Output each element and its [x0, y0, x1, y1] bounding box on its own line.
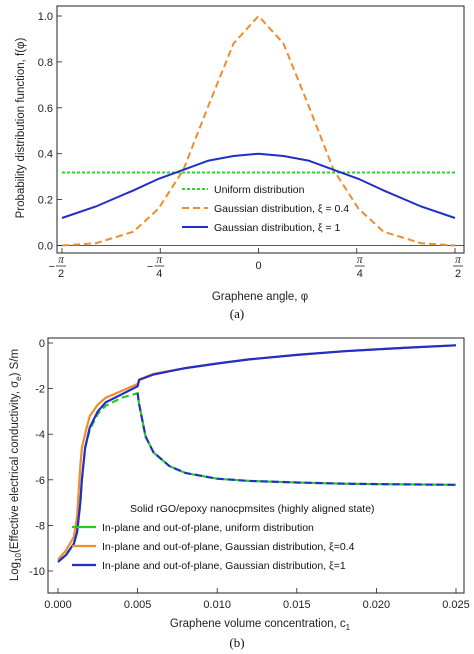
chart-b-ylabel: Log10(Effective electrical conductivity,… [9, 349, 23, 581]
chart-b-x-tick-label: 0.020 [363, 599, 391, 611]
chart-b-y-tick-label: -2 [35, 384, 45, 396]
chart-b-legend: Solid rGO/epoxy nanocpmsites (highly ali… [72, 503, 375, 572]
chart-a-legend: Uniform distribution Gaussian distributio… [182, 184, 349, 234]
chart-b-frame [47, 337, 465, 594]
chart-a-x-tick-denominator: 2 [455, 268, 461, 280]
chart-b-y-tick-label: 0 [39, 338, 45, 350]
chart-a-x-tick-numerator: π [455, 254, 462, 266]
chart-b-legend-label: In-plane and out-of-plane, Gaussian dist… [102, 541, 355, 553]
chart-a-y-tick-label: 0.8 [38, 57, 53, 69]
chart-b-y-tick-label: -10 [29, 566, 45, 578]
chart-b-ylabel-sub: 10 [14, 552, 23, 561]
chart-b-y-tick-label: -4 [35, 429, 45, 441]
chart-a-y-tick-label: 0.6 [38, 103, 53, 115]
chart-b-caption: (b) [229, 635, 244, 650]
chart-b-ylabel-log: Log [9, 562, 21, 581]
chart-a-frame [56, 5, 465, 254]
chart-b-y-ticks: -10 -8 -6 -4 -2 0 [29, 338, 53, 578]
chart-b-x-tick-label: 0.010 [203, 599, 231, 611]
chart-b-y-tick-label: -6 [35, 475, 45, 487]
chart-a-ylabel: Probability distribution function, f(φ) [15, 37, 27, 218]
chart-b-series-line-2 [57, 344, 457, 563]
chart-b-xlabel-sub: 1 [346, 623, 351, 632]
chart-a-x-tick-numerator: π [58, 254, 65, 266]
chart-b-x-tick-label: 0.025 [442, 599, 470, 611]
chart-a-x-tick-label: 0 [255, 260, 261, 272]
chart-b-x-tick-label: 0.000 [44, 599, 72, 611]
chart-a-x-tick-denominator: 4 [156, 268, 162, 280]
chart-b-x-tick-label: 0.015 [283, 599, 311, 611]
chart-b-legend-label: In-plane and out-of-plane, uniform distr… [102, 522, 314, 534]
chart-a-y-ticks: 0.0 0.2 0.4 0.6 0.8 1.0 [38, 11, 62, 253]
chart-a-series-group [61, 14, 456, 247]
chart-b-ylabel-sub2: e [14, 376, 23, 381]
chart-a-x-tick-denominator: 2 [58, 268, 64, 280]
chart-a-x-tick-sign: − [49, 261, 55, 273]
chart-b-series-group [57, 344, 457, 563]
chart-b-series-line-3 [136, 393, 457, 486]
chart-b-xlabel-main: Graphene volume concentration, c [170, 618, 346, 630]
chart-b-xlabel: Graphene volume concentration, c1 [170, 618, 351, 632]
chart-b-x-tick-label: 0.005 [124, 599, 152, 611]
chart-b-legend-title: Solid rGO/epoxy nanocpmsites (highly ali… [130, 503, 375, 515]
chart-b-x-ticks: 0.000 0.005 0.010 0.015 0.020 0.025 [44, 588, 470, 611]
chart-a-legend-label: Gaussian distribution, ξ = 0.4 [214, 203, 349, 215]
chart-b-y-tick-label: -8 [35, 520, 45, 532]
chart-a-series-line-2 [61, 152, 456, 219]
chart-a-xlabel: Graphene angle, φ [212, 291, 308, 303]
chart-a-x-tick-numerator: π [357, 254, 364, 266]
chart-a-x-tick-sign: − [147, 261, 153, 273]
chart-a-legend-label: Gaussian distribution, ξ = 1 [214, 222, 341, 234]
chart-a-y-tick-label: 0.4 [38, 149, 53, 161]
chart-b: -10-8-6-4-20 0.000 0.005 0.010 0.015 0.020 0.… [9, 337, 470, 650]
chart-a-caption: (a) [230, 306, 244, 321]
chart-b-ylabel-rest: (Effective electrical conductivity, σ [9, 381, 21, 553]
chart-a-legend-label: Uniform distribution [214, 184, 305, 196]
chart-a-x-tick-numerator: π [156, 254, 163, 266]
chart-a-y-tick-label: 1.0 [38, 11, 53, 23]
chart-b-series-line-0 [57, 391, 457, 563]
chart-b-legend-label: In-plane and out-of-plane, Gaussian dist… [102, 560, 346, 572]
chart-a-y-tick-label: 0.2 [38, 195, 53, 207]
chart-a-y-tick-label: 0.0 [38, 241, 53, 253]
chart-b-ylabel-end: ) S/m [9, 349, 21, 376]
chart-a-x-tick-denominator: 4 [357, 268, 363, 280]
